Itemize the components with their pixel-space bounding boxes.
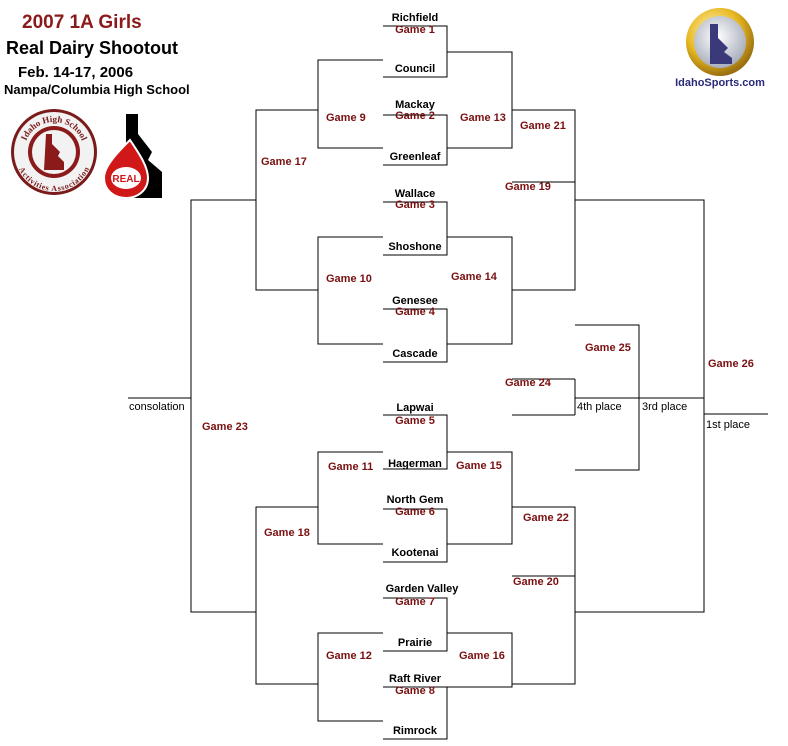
ihsaa-logo-icon: Idaho High School Activities Association: [11, 109, 97, 195]
idahosports-logo: IdahoSports.com: [664, 6, 776, 92]
idahosports-logo-text: IdahoSports.com: [675, 77, 765, 89]
game-21-label: Game 21: [520, 120, 566, 132]
game-23-label: Game 23: [202, 421, 248, 433]
bracket-game-14: [447, 236, 513, 345]
team-shoshone: Shoshone: [388, 241, 442, 253]
bracket-game-13: [447, 51, 513, 149]
fourth-place-label: 4th place: [577, 401, 622, 413]
bracket-game-10: [317, 236, 383, 345]
team-greenleaf: Greenleaf: [389, 151, 441, 163]
idahosports-logo-icon: IdahoSports.com: [675, 8, 765, 89]
team-rimrock: Rimrock: [392, 725, 438, 737]
bracket-game-7: [383, 597, 448, 652]
team-wallace: Wallace: [394, 188, 436, 200]
team-hagerman: Hagerman: [388, 458, 442, 470]
game-15-label: Game 15: [456, 460, 502, 472]
team-garden-valley: Garden Valley: [385, 583, 459, 595]
bracket-game-3: [383, 201, 448, 256]
consolation-label: consolation: [129, 401, 185, 413]
game-13-label: Game 13: [460, 112, 506, 124]
bracket-game-6: [383, 508, 448, 563]
team-genesee: Genesee: [392, 295, 438, 307]
bracket-game-11: [317, 451, 383, 545]
game-5-label: Game 5: [395, 415, 435, 427]
real-dairy-logo: REAL: [100, 112, 178, 200]
game-18-label: Game 18: [264, 527, 310, 539]
team-richfield: Richfield: [391, 12, 439, 24]
team-cascade: Cascade: [392, 348, 438, 360]
game-24-label: Game 24: [505, 377, 551, 389]
game-19-label: Game 19: [505, 181, 551, 193]
bracket-game-18: [255, 506, 318, 685]
game-16-label: Game 16: [459, 650, 505, 662]
game-14-label: Game 14: [451, 271, 497, 283]
game-26-label: Game 26: [708, 358, 754, 370]
bracket-game-26: [575, 199, 705, 613]
team-raft-river: Raft River: [389, 673, 441, 685]
bracket-game-5: [383, 414, 448, 470]
bracket-game-15: [447, 451, 513, 545]
game-20-label: Game 20: [513, 576, 559, 588]
game-4-label: Game 4: [395, 306, 435, 318]
real-dairy-logo-icon: REAL: [102, 114, 162, 200]
game-22-label: Game 22: [523, 512, 569, 524]
team-mackay: Mackay: [395, 99, 435, 111]
game-8-label: Game 8: [395, 685, 435, 697]
bracket-title: 2007 1A Girls: [22, 12, 142, 33]
bracket-game-17: [255, 109, 318, 291]
game-11-label: Game 11: [328, 461, 374, 473]
bracket-game-23: [190, 199, 256, 613]
team-prairie: Prairie: [397, 637, 433, 649]
game-6-label: Game 6: [395, 506, 435, 518]
real-logo-text: REAL: [112, 174, 139, 185]
event-dates: Feb. 14-17, 2006: [18, 64, 134, 81]
bracket-game-2: [383, 114, 448, 166]
bracket-game-8: [383, 686, 448, 740]
game-9-label: Game 9: [326, 112, 366, 124]
bracket-game-16: [447, 632, 513, 688]
team-north-gem: North Gem: [386, 494, 444, 506]
game-17-label: Game 17: [261, 156, 307, 168]
team-kootenai: Kootenai: [391, 547, 439, 559]
bracket-game-21: [512, 109, 576, 291]
game-2-label: Game 2: [395, 110, 435, 122]
bracket-game-4: [383, 308, 448, 363]
event-name: Real Dairy Shootout: [6, 38, 179, 58]
ihsaa-logo: Idaho High School Activities Association: [10, 108, 98, 196]
game-7-label: Game 7: [395, 596, 435, 608]
game-12-label: Game 12: [326, 650, 372, 662]
bracket-game-12: [317, 632, 383, 722]
event-venue: Nampa/Columbia High School: [4, 82, 190, 97]
first-place-label: 1st place: [706, 419, 751, 431]
third-place-label: 3rd place: [642, 401, 688, 413]
game-1-label: Game 1: [395, 24, 435, 36]
team-council: Council: [394, 63, 436, 75]
game-10-label: Game 10: [326, 273, 372, 285]
bracket-game-22: [512, 506, 576, 685]
game-3-label: Game 3: [395, 199, 435, 211]
team-lapwai: Lapwai: [396, 402, 434, 414]
game-25-label: Game 25: [585, 342, 631, 354]
bracket-game-9: [317, 59, 383, 149]
